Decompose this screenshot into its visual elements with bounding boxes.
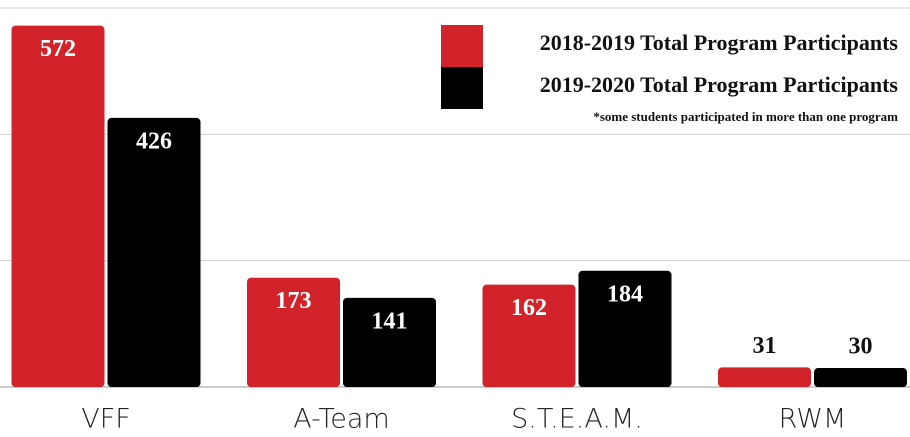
x-tick-label: VFF <box>81 404 131 435</box>
data-label: 426 <box>136 128 172 154</box>
x-tick-label: A-Team <box>293 404 390 435</box>
data-label: 184 <box>607 281 643 307</box>
annotation: *some students participated in more than… <box>593 109 898 124</box>
legend-label: 2019-2020 Total Program Participants <box>540 72 899 97</box>
bar <box>578 270 672 387</box>
bar <box>814 368 907 387</box>
bar <box>482 284 576 387</box>
data-label: 162 <box>511 295 547 321</box>
bar <box>107 117 201 387</box>
data-label: 141 <box>372 308 408 334</box>
data-label: 572 <box>40 36 76 62</box>
bar <box>343 297 436 387</box>
bar <box>718 367 811 387</box>
bar <box>247 277 340 387</box>
legend-label: 2018-2019 Total Program Participants <box>540 30 899 55</box>
legend-swatch <box>441 25 483 67</box>
legend-swatch <box>441 67 483 109</box>
x-tick-label: RWM <box>779 404 847 435</box>
data-label: 173 <box>276 288 312 314</box>
data-label: 31 <box>753 333 777 359</box>
data-label: 30 <box>849 334 873 360</box>
x-tick-label: S.T.E.A.M. <box>511 404 643 435</box>
bar <box>11 25 105 387</box>
